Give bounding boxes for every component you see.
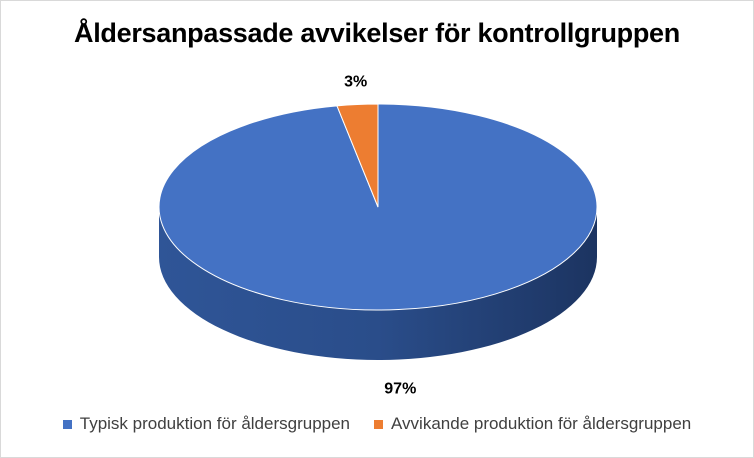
pie-side-wall xyxy=(159,207,597,360)
legend-label-typisk: Typisk produktion för åldersgruppen xyxy=(79,414,351,433)
legend-label-avvikande: Avvikande produktion för åldersgruppen xyxy=(391,414,692,433)
legend-swatch-typisk xyxy=(62,419,72,429)
data-label-avvikande: 3% xyxy=(344,74,367,91)
data-label-typisk: 97% xyxy=(384,380,416,397)
chart-title: Åldersanpassade avvikelser för kontrollg… xyxy=(74,18,680,48)
legend: Typisk produktion för åldersgruppen Avvi… xyxy=(0,414,754,434)
legend-item-typisk: Typisk produktion för åldersgruppen xyxy=(62,414,351,434)
legend-item-avvikande: Avvikande produktion för åldersgruppen xyxy=(374,414,691,434)
pie-slice-avvikande xyxy=(336,103,379,208)
legend-swatch-avvikande xyxy=(374,419,384,429)
